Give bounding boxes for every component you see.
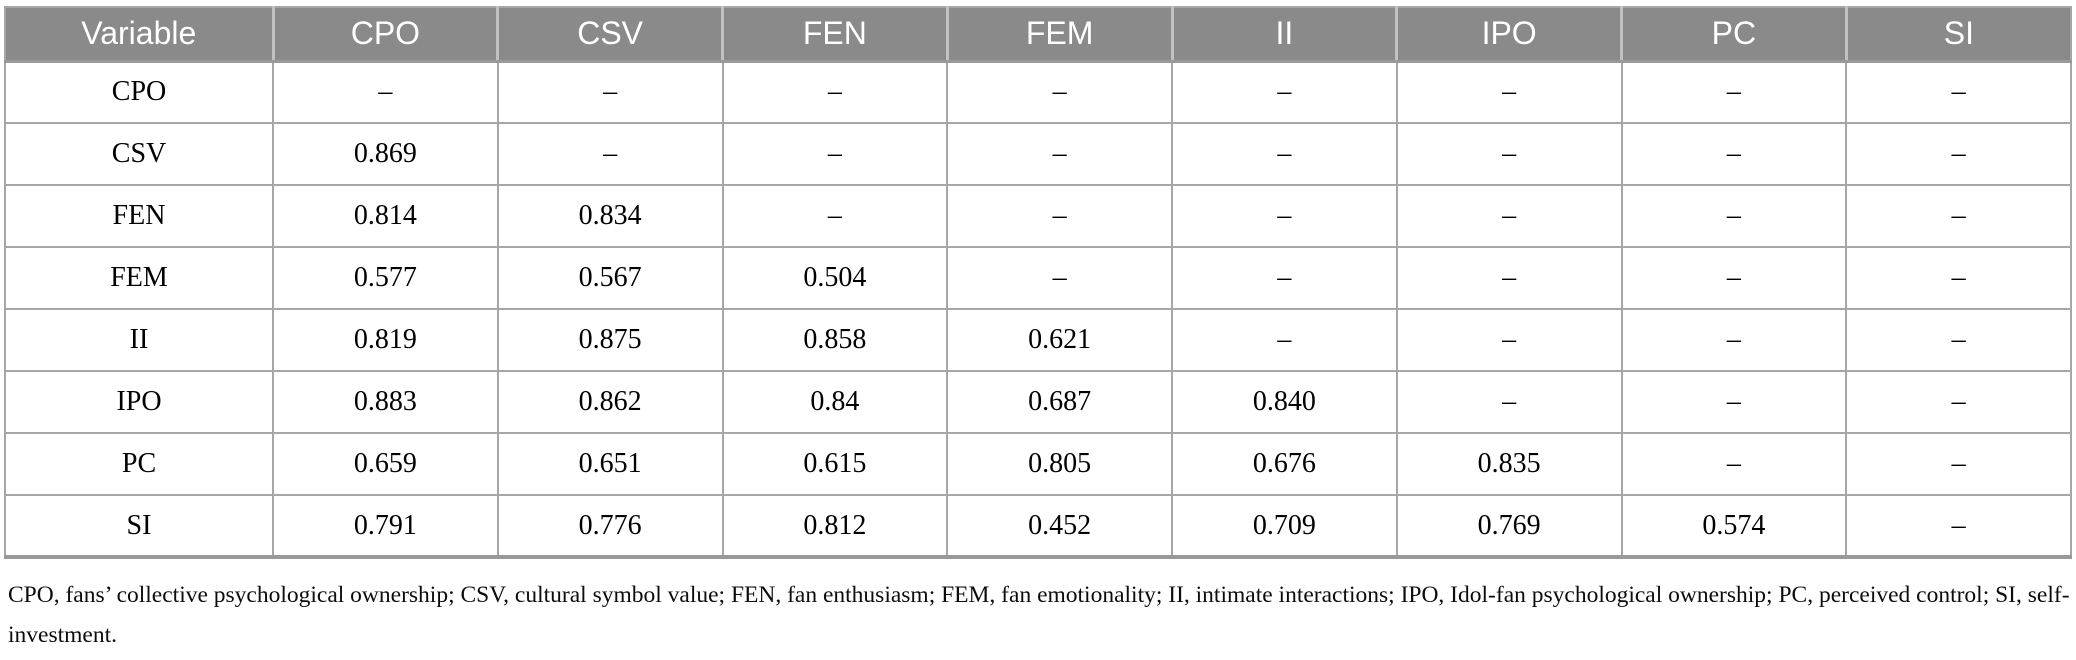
cell-value: – bbox=[1620, 122, 1848, 186]
cell-value: – bbox=[1620, 370, 1848, 434]
cell-value: – bbox=[946, 246, 1173, 310]
row-label: PC bbox=[4, 432, 274, 496]
row-label: CPO bbox=[4, 60, 274, 124]
cell-value: – bbox=[1845, 494, 2072, 559]
cell-value: – bbox=[946, 184, 1173, 248]
cell-value: – bbox=[1395, 308, 1623, 372]
column-header-ipo: IPO bbox=[1395, 6, 1623, 63]
cell-value: – bbox=[1620, 246, 1848, 310]
table-row-ipo: IPO 0.883 0.862 0.84 0.687 0.840– – – bbox=[4, 370, 2072, 434]
cell-value: – bbox=[1395, 122, 1623, 186]
cell-value: – bbox=[1845, 122, 2072, 186]
cell-value: 0.577 bbox=[272, 246, 499, 310]
cell-value: 0.776 bbox=[496, 494, 724, 559]
cell-value: 0.659 bbox=[272, 432, 499, 496]
cell-value: – bbox=[1845, 246, 2072, 310]
cell-value: – bbox=[1395, 246, 1623, 310]
table-body: CPO – – – – – – – – CSV 0.869– – – – – – – FEN 0.814 0.834–… bbox=[4, 60, 2072, 559]
column-header-csv: CSV bbox=[496, 6, 724, 63]
column-header-ii: II bbox=[1170, 6, 1399, 63]
cell-value: 0.840 bbox=[1171, 370, 1398, 434]
cell-value: – bbox=[1171, 308, 1398, 372]
cell-value: 0.875 bbox=[496, 308, 724, 372]
cell-value: 0.812 bbox=[721, 494, 949, 559]
cell-value: – bbox=[1620, 60, 1848, 124]
table-footnote: CPO, fans’ collective psychological owne… bbox=[8, 582, 2070, 649]
cell-value: 0.769 bbox=[1395, 494, 1623, 559]
cell-value: – bbox=[1171, 122, 1398, 186]
row-label: II bbox=[4, 308, 274, 372]
table-header: Variable CPO CSV FEN FEM II IPO PC SI bbox=[4, 6, 2072, 63]
cell-value: – bbox=[496, 60, 724, 124]
table-row-si: SI 0.791 0.776 0.812 0.452 0.709 0.769 0.574– bbox=[4, 494, 2072, 559]
table-row-fem: FEM 0.577 0.567 0.504– – – – – bbox=[4, 246, 2072, 310]
cell-value: 0.84 bbox=[721, 370, 949, 434]
table-row-csv: CSV 0.869– – – – – – – bbox=[4, 122, 2072, 186]
cell-value: 0.791 bbox=[272, 494, 499, 559]
cell-value: – bbox=[1845, 370, 2072, 434]
column-header-pc: PC bbox=[1620, 6, 1848, 63]
table-row-fen: FEN 0.814 0.834– – – – – – bbox=[4, 184, 2072, 248]
column-header-variable: Variable bbox=[4, 6, 275, 63]
cell-value: – bbox=[1845, 308, 2072, 372]
row-label: FEN bbox=[4, 184, 274, 248]
cell-value: 0.567 bbox=[496, 246, 724, 310]
cell-value: 0.504 bbox=[721, 246, 949, 310]
cell-value: – bbox=[1620, 432, 1848, 496]
cell-value: 0.615 bbox=[721, 432, 949, 496]
cell-value: – bbox=[946, 122, 1173, 186]
cell-value: – bbox=[1620, 184, 1848, 248]
row-label: FEM bbox=[4, 246, 274, 310]
column-header-cpo: CPO bbox=[271, 6, 500, 63]
cell-value: 0.452 bbox=[946, 494, 1173, 559]
cell-value: – bbox=[496, 122, 724, 186]
cell-value: 0.834 bbox=[496, 184, 724, 248]
column-header-fen: FEN bbox=[721, 6, 949, 63]
cell-value: – bbox=[721, 184, 949, 248]
cell-value: 0.709 bbox=[1171, 494, 1398, 559]
cell-value: 0.835 bbox=[1395, 432, 1623, 496]
cell-value: – bbox=[1171, 246, 1398, 310]
cell-value: – bbox=[721, 122, 949, 186]
column-header-fem: FEM bbox=[945, 6, 1174, 63]
row-label: SI bbox=[4, 494, 274, 559]
column-header-si: SI bbox=[1844, 6, 2072, 63]
cell-value: – bbox=[272, 60, 499, 124]
cell-value: – bbox=[1395, 184, 1623, 248]
cell-value: 0.883 bbox=[272, 370, 499, 434]
cell-value: 0.805 bbox=[946, 432, 1173, 496]
cell-value: – bbox=[1171, 60, 1398, 124]
cell-value: 0.574 bbox=[1620, 494, 1848, 559]
cell-value: 0.858 bbox=[721, 308, 949, 372]
row-label: IPO bbox=[4, 370, 274, 434]
cell-value: – bbox=[1845, 432, 2072, 496]
cell-value: – bbox=[1395, 60, 1623, 124]
cell-value: 0.814 bbox=[272, 184, 499, 248]
cell-value: 0.862 bbox=[496, 370, 724, 434]
cell-value: – bbox=[1845, 184, 2072, 248]
cell-value: 0.819 bbox=[272, 308, 499, 372]
cell-value: – bbox=[1845, 60, 2072, 124]
cell-value: – bbox=[1171, 184, 1398, 248]
cell-value: 0.687 bbox=[946, 370, 1173, 434]
table-row-cpo: CPO – – – – – – – – bbox=[4, 60, 2072, 124]
table-row-pc: PC 0.659 0.651 0.615 0.805 0.676 0.835– – bbox=[4, 432, 2072, 496]
cell-value: – bbox=[946, 60, 1173, 124]
cell-value: – bbox=[721, 60, 949, 124]
row-label: CSV bbox=[4, 122, 274, 186]
table-row-ii: II 0.819 0.875 0.858 0.621– – – – bbox=[4, 308, 2072, 372]
cell-value: 0.621 bbox=[946, 308, 1173, 372]
correlation-matrix-table: Variable CPO CSV FEN FEM II IPO PC SI CPO – – – – – – –… bbox=[4, 6, 2072, 559]
cell-value: – bbox=[1620, 308, 1848, 372]
cell-value: 0.651 bbox=[496, 432, 724, 496]
cell-value: 0.869 bbox=[272, 122, 499, 186]
table-header-row: Variable CPO CSV FEN FEM II IPO PC SI bbox=[4, 6, 2072, 63]
cell-value: 0.676 bbox=[1171, 432, 1398, 496]
cell-value: – bbox=[1395, 370, 1623, 434]
